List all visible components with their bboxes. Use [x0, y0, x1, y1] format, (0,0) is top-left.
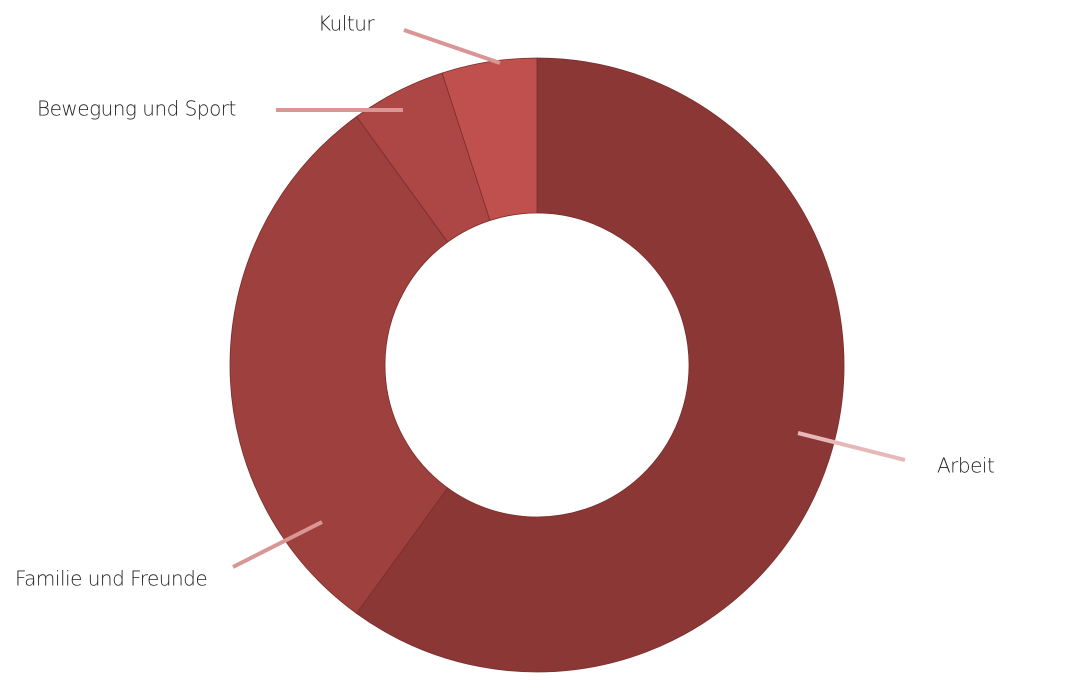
donut-slice: [229, 116, 449, 614]
donut-slice: [441, 57, 538, 221]
slice-label: Familie und Freunde: [15, 567, 207, 591]
slice-label: Bewegung und Sport: [37, 97, 236, 121]
leader-line: [797, 431, 906, 462]
slice-label: Arbeit: [937, 454, 994, 478]
leader-line: [403, 28, 501, 65]
leader-line: [232, 520, 323, 569]
donut-slice: [355, 57, 845, 673]
slice-label: Kultur: [318, 12, 375, 36]
